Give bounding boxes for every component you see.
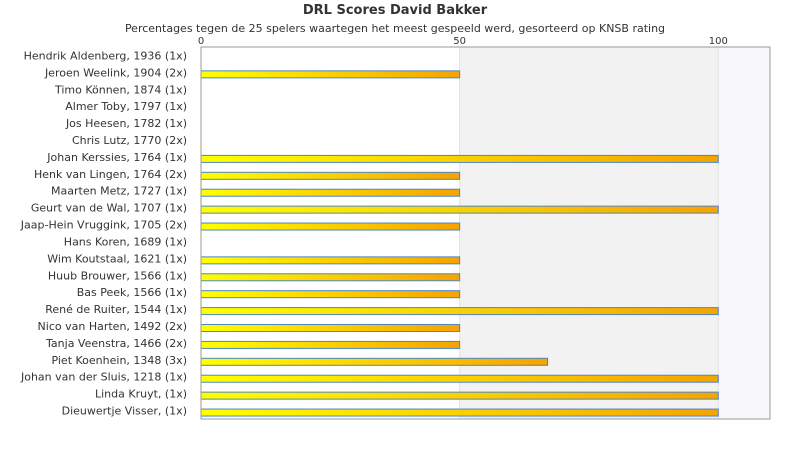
category-label: Hendrik Aldenberg, 1936 (1x) (24, 49, 187, 62)
bar (200, 340, 461, 349)
x-tick-label: 100 (709, 36, 728, 47)
category-label: Chris Lutz, 1770 (2x) (72, 134, 187, 147)
x-tick-label: 50 (453, 36, 466, 47)
category-label: Timo Können, 1874 (1x) (54, 83, 187, 96)
background-band (718, 47, 770, 419)
category-label: Maarten Metz, 1727 (1x) (51, 185, 187, 198)
category-label: Almer Toby, 1797 (1x) (65, 100, 187, 113)
category-label: Geurt van de Wal, 1707 (1x) (31, 202, 187, 215)
bar (200, 273, 461, 282)
category-label: Henk van Lingen, 1764 (2x) (34, 168, 187, 181)
background-band (459, 47, 719, 419)
category-label: Jeroen Weelink, 1904 (2x) (44, 66, 187, 79)
category-label: Jos Heesen, 1782 (1x) (65, 117, 187, 130)
category-label: Wim Koutstaal, 1621 (1x) (47, 252, 187, 265)
bar (200, 70, 461, 79)
bar (200, 307, 719, 316)
bar (200, 256, 461, 265)
bar (200, 324, 461, 332)
chart-title: DRL Scores David Bakker (302, 3, 488, 18)
chart-subtitle: Percentages tegen de 25 spelers waartege… (124, 22, 666, 35)
category-label: Bas Peek, 1566 (1x) (77, 286, 187, 299)
bar (200, 171, 461, 180)
category-label: Tanja Veenstra, 1466 (2x) (45, 337, 187, 350)
bar (200, 374, 719, 383)
category-label: Linda Kruyt, (1x) (95, 388, 187, 401)
bar (200, 154, 719, 163)
category-label: Nico van Harten, 1492 (2x) (38, 320, 187, 333)
bar (200, 391, 719, 400)
category-label: Piet Koenhein, 1348 (3x) (51, 354, 187, 367)
category-label: Hans Koren, 1689 (1x) (64, 235, 187, 248)
category-label: Dieuwertje Visser, (1x) (62, 405, 187, 418)
plot-frame (200, 46, 771, 420)
bar (200, 357, 549, 366)
bar (200, 188, 461, 197)
bar (200, 205, 719, 214)
background-band (201, 47, 460, 419)
category-label: Johan van der Sluis, 1218 (1x) (20, 371, 187, 384)
bar (200, 290, 461, 299)
bar (200, 408, 719, 417)
category-label: René de Ruiter, 1544 (1x) (45, 303, 187, 316)
category-label: Jaap-Hein Vruggink, 1705 (2x) (20, 219, 187, 232)
x-tick-label: 0 (198, 36, 204, 47)
bar (200, 222, 461, 231)
category-label: Johan Kerssies, 1764 (1x) (46, 151, 187, 164)
category-label: Huub Brouwer, 1566 (1x) (48, 269, 187, 282)
